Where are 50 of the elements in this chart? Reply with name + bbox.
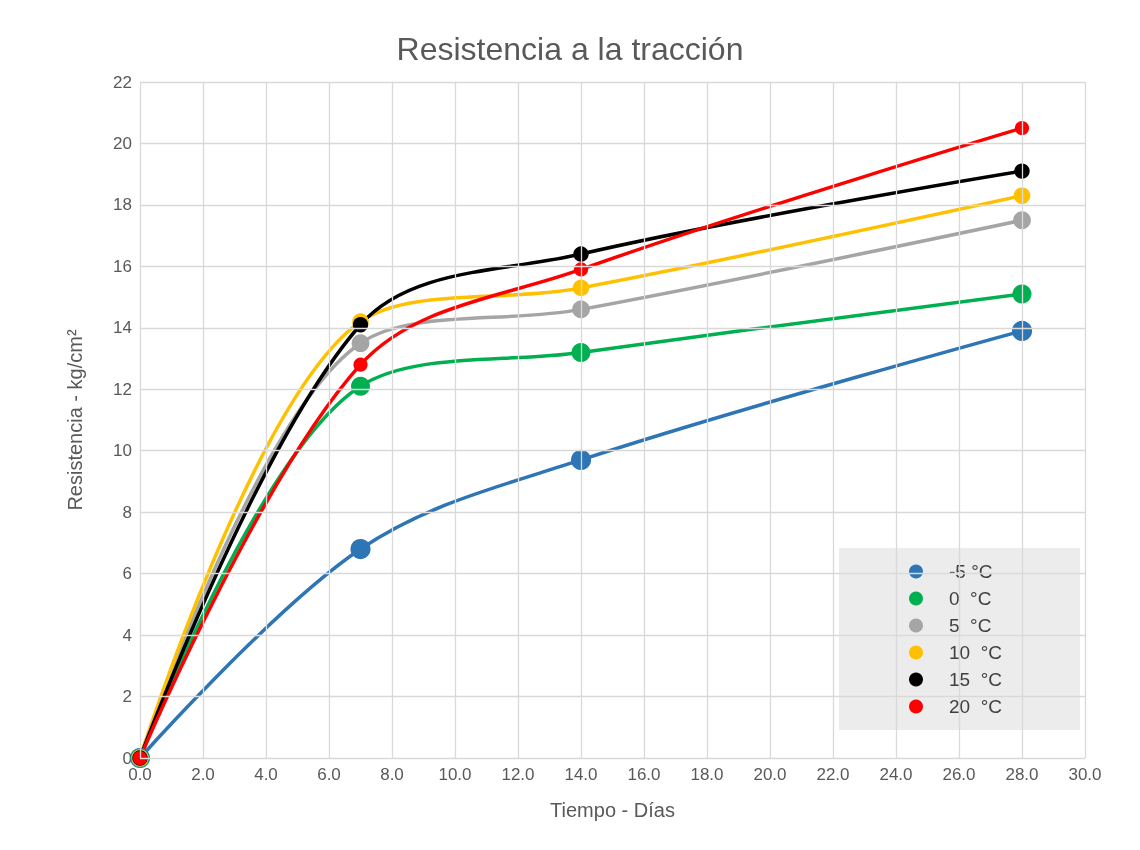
y-tick-label: 8 <box>122 502 132 522</box>
y-tick-label: 16 <box>113 256 132 276</box>
x-tick-label: 0.0 <box>128 765 152 784</box>
point <box>570 449 592 471</box>
point <box>1014 163 1030 179</box>
point <box>353 357 368 372</box>
x-tick-label: 20.0 <box>753 765 787 784</box>
x-tick-label: 14.0 <box>564 765 598 784</box>
x-tick-label: 4.0 <box>254 765 278 784</box>
point <box>1013 211 1031 230</box>
y-tick-label: 14 <box>113 318 132 338</box>
x-tick-label: 6.0 <box>317 765 341 784</box>
x-tick-label: 18.0 <box>690 765 724 784</box>
x-axis-title: Tiempo - Días <box>550 799 675 821</box>
x-tick-label: 22.0 <box>816 765 850 784</box>
legend-label: 10 °C <box>948 642 1002 663</box>
y-tick-label: 10 <box>113 441 132 461</box>
legend-label: 5 °C <box>948 615 992 636</box>
y-tick-label: 4 <box>122 625 132 645</box>
y-tick-label: 12 <box>113 379 132 399</box>
x-tick-label: 10.0 <box>438 765 472 784</box>
point <box>351 334 370 353</box>
x-tick-label: 2.0 <box>191 765 215 784</box>
point <box>572 300 590 319</box>
legend-label: 15 °C <box>948 669 1002 690</box>
x-tick-label: 16.0 <box>627 765 661 784</box>
y-tick-label: 22 <box>113 72 132 92</box>
point <box>573 246 589 262</box>
point <box>350 538 371 560</box>
point <box>572 279 590 297</box>
legend-label: 0 °C <box>948 588 992 609</box>
x-tick-label: 26.0 <box>942 765 976 784</box>
chart-title: Resistencia a la tracción <box>396 31 744 67</box>
point <box>1014 120 1030 136</box>
point <box>352 317 369 333</box>
y-tick-label: 2 <box>122 687 132 707</box>
x-tick-label: 24.0 <box>879 765 913 784</box>
point <box>351 376 370 396</box>
x-tick-label: 30.0 <box>1068 765 1102 784</box>
x-tick-label: 8.0 <box>380 765 404 784</box>
y-tick-label: 6 <box>122 564 132 584</box>
y-tick-label: 20 <box>113 133 132 153</box>
x-tick-label: 28.0 <box>1005 765 1039 784</box>
y-axis-title: Resistencia - kg/cm² <box>64 329 86 511</box>
point <box>1012 284 1032 304</box>
y-tick-label: 18 <box>113 195 132 215</box>
legend-label: 20 °C <box>948 696 1002 717</box>
point <box>1013 187 1031 204</box>
x-tick-label: 12.0 <box>501 765 535 784</box>
point <box>571 342 591 362</box>
